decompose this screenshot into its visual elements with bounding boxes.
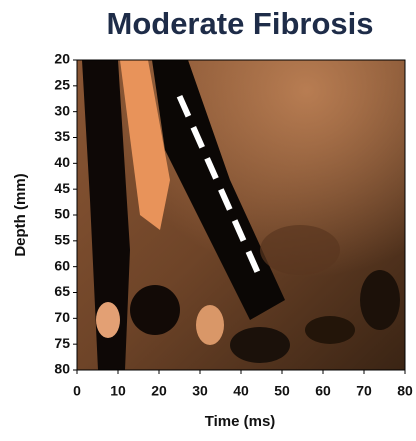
y-axis-label: Depth (mm) (12, 173, 29, 256)
y-tick-label: 20 (54, 51, 70, 67)
chart-title: Moderate Fibrosis (107, 6, 374, 41)
x-tick-label: 20 (151, 383, 167, 399)
y-tick-label: 50 (54, 206, 70, 222)
heatmap-image (77, 60, 405, 370)
y-tick-label: 80 (54, 361, 70, 377)
x-tick-label: 0 (73, 383, 81, 399)
y-tick-label: 75 (54, 335, 70, 351)
y-tick-label: 70 (54, 309, 70, 325)
y-tick-label: 55 (54, 232, 70, 248)
x-tick-label: 10 (110, 383, 126, 399)
y-tick-label: 40 (54, 154, 70, 170)
y-tick-label: 35 (54, 128, 70, 144)
x-tick-label: 30 (192, 383, 208, 399)
y-tick-label: 45 (54, 180, 70, 196)
x-tick-label: 60 (315, 383, 331, 399)
y-tick-label: 25 (54, 77, 70, 93)
y-tick-label: 30 (54, 102, 70, 118)
y-tick-label: 65 (54, 283, 70, 299)
x-axis-label: Time (ms) (205, 413, 276, 430)
x-tick-label: 70 (356, 383, 372, 399)
x-tick-label: 40 (233, 383, 249, 399)
x-tick-label: 80 (397, 383, 413, 399)
x-tick-label: 50 (274, 383, 290, 399)
y-tick-label: 60 (54, 257, 70, 273)
